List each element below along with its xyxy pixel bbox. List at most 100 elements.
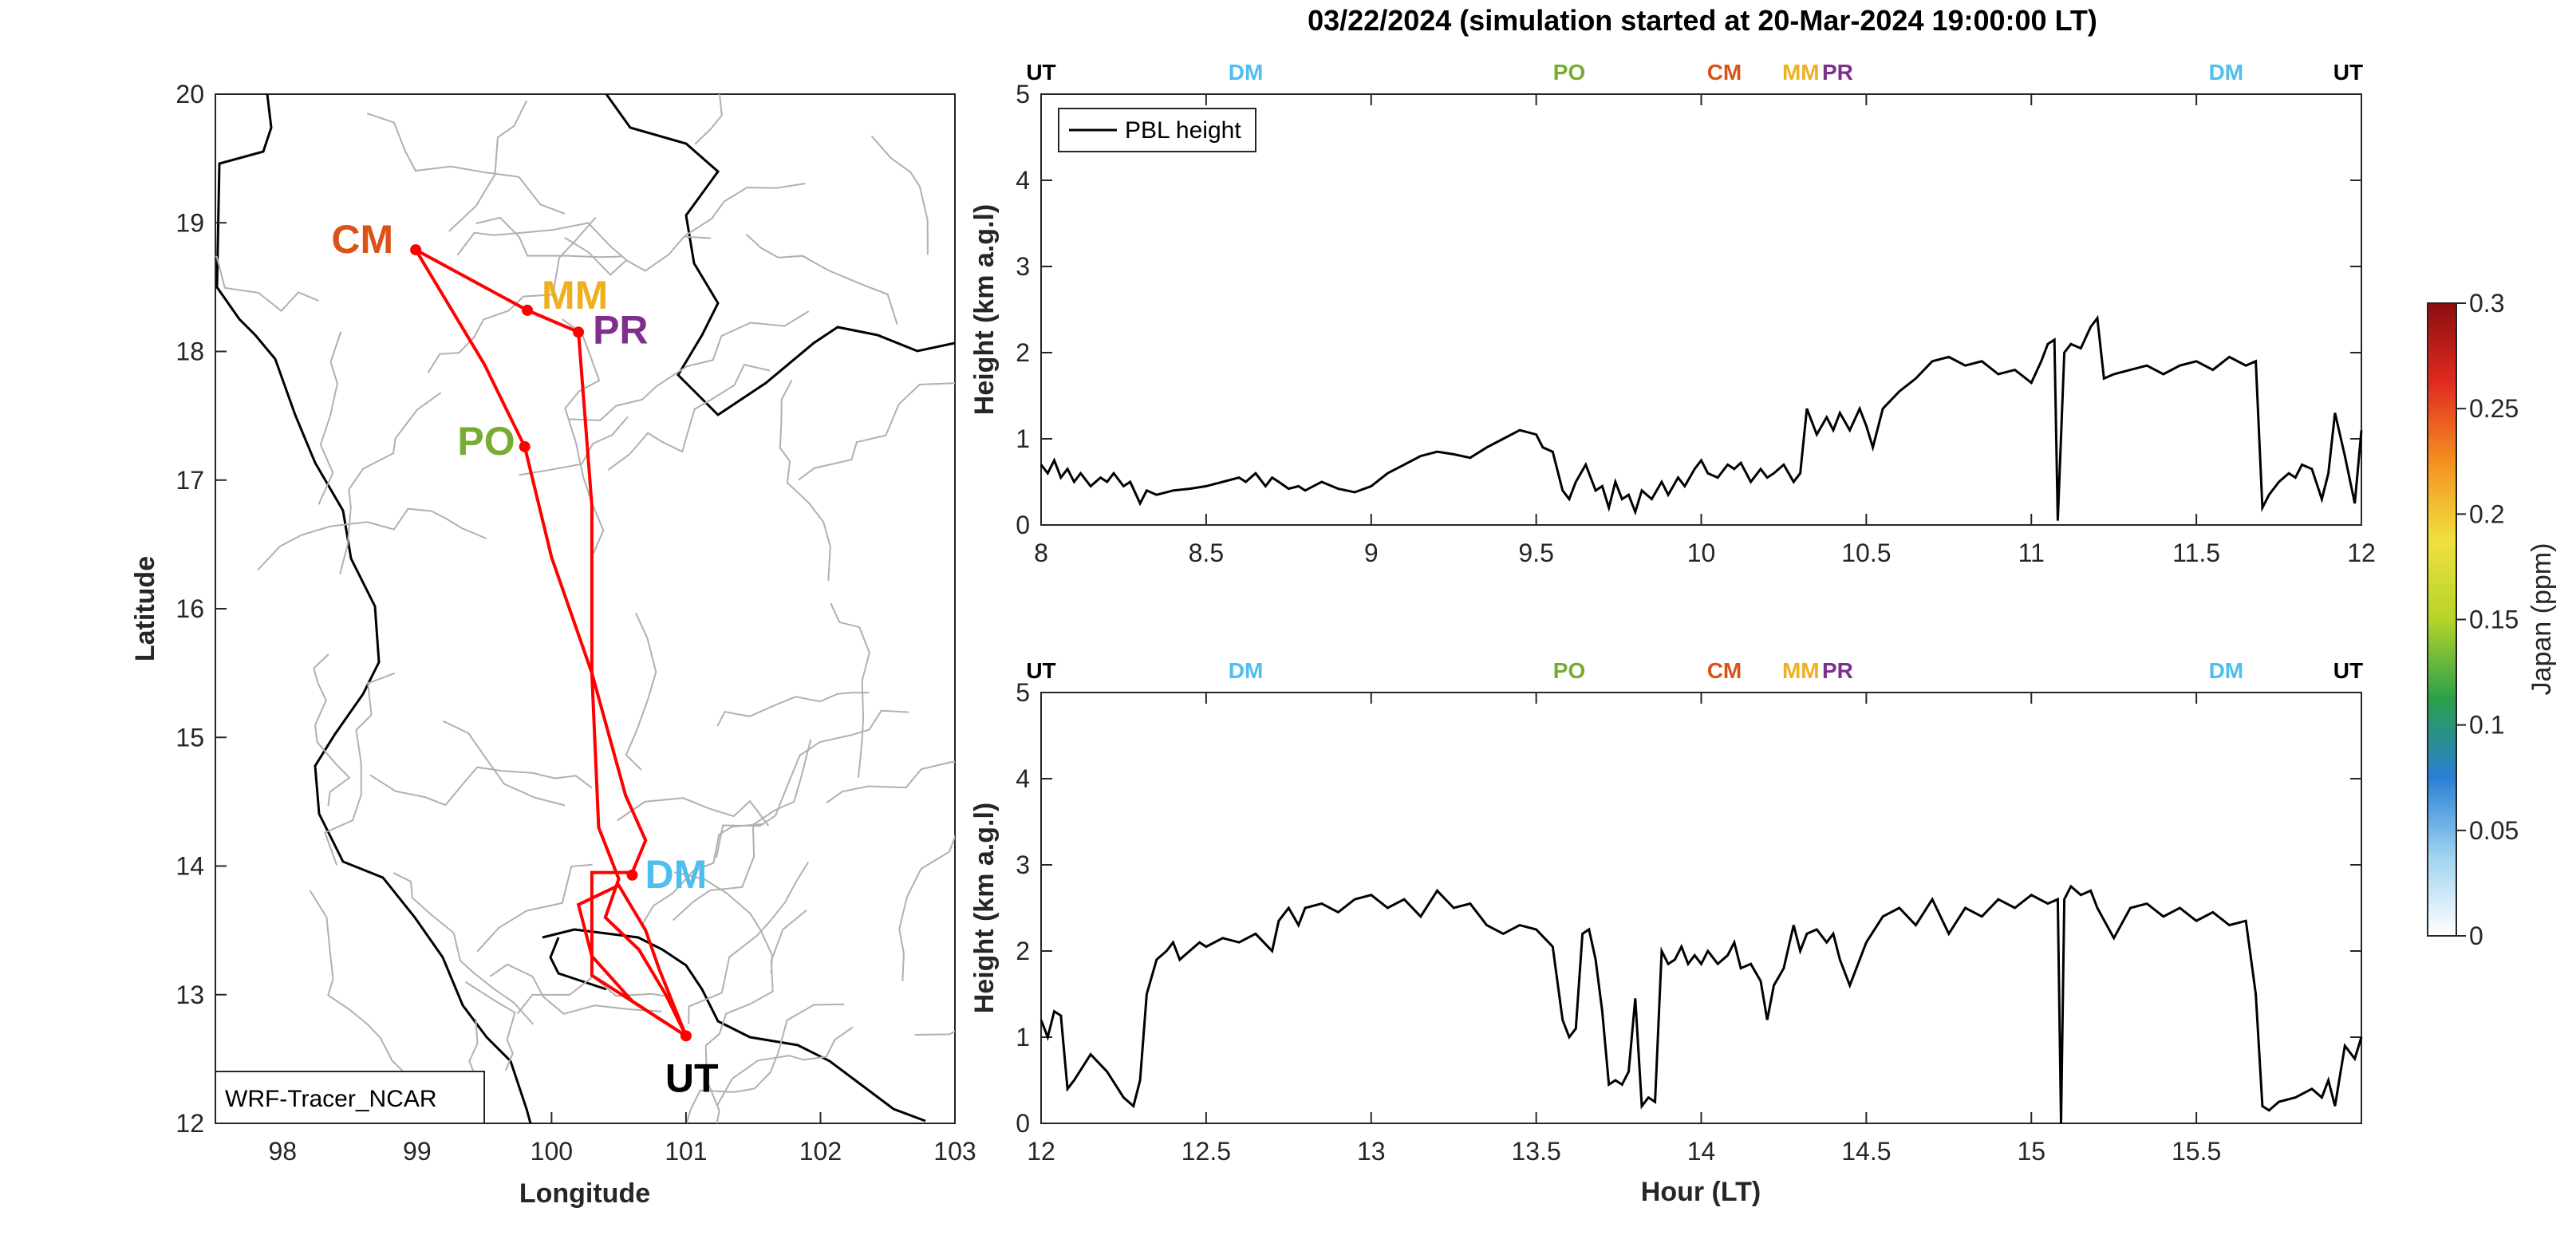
bottom-ytick-label: 1	[1016, 1023, 1030, 1052]
bottom-ytick-label: 3	[1016, 850, 1030, 879]
top-ytick-label: 0	[1016, 511, 1030, 539]
bottom-ylabel: Height (km a.g.l)	[969, 803, 1000, 1013]
colorbar-tick-label: 0.05	[2469, 816, 2519, 845]
province-border	[745, 233, 898, 326]
top-ytick-label: 3	[1016, 252, 1030, 281]
province-border	[476, 863, 593, 953]
map-xtick-label: 101	[665, 1137, 707, 1166]
province-border	[617, 797, 770, 827]
province-border	[427, 216, 597, 373]
top-xtick-label: 8.5	[1189, 539, 1224, 567]
colorbar-fill	[2427, 302, 2457, 937]
province-border	[673, 739, 812, 921]
province-border	[898, 835, 955, 981]
map-ytick-label: 16	[176, 594, 204, 623]
top-xtick-label: 11.5	[2172, 539, 2220, 567]
bottom-xtick-label: 15	[2017, 1137, 2045, 1166]
site-label-cm: CM	[331, 217, 393, 262]
province-border	[339, 392, 442, 574]
bottom-pbl-line	[1039, 884, 2363, 1124]
site-label-dm: DM	[645, 852, 707, 897]
site-dot-ut	[680, 1030, 692, 1042]
map-axes-frame	[215, 93, 956, 1124]
map-xtick-label: 100	[531, 1137, 573, 1166]
province-border	[215, 255, 319, 312]
province-border	[704, 910, 807, 1123]
top-xtick-label: 12	[2347, 539, 2376, 567]
map-ylabel: Latitude	[130, 556, 160, 661]
province-border	[569, 310, 810, 421]
bottom-xtick-label: 13.5	[1511, 1137, 1560, 1166]
bottom-marker-dm: DM	[2209, 658, 2244, 683]
top-marker-cm: CM	[1707, 60, 1742, 85]
colorbar-tick-label: 0.2	[2469, 499, 2504, 528]
province-border	[641, 823, 764, 925]
top-ytick-label: 2	[1016, 338, 1030, 367]
top-marker-mm: MM	[1782, 60, 1820, 85]
province-border	[324, 672, 396, 866]
province-border	[694, 94, 723, 145]
province-border	[442, 720, 566, 807]
province-border	[318, 331, 342, 505]
province-border	[625, 612, 657, 771]
map-ytick-label: 13	[176, 981, 204, 1009]
top-marker-ut: UT	[2333, 60, 2363, 85]
site-label-pr: PR	[593, 307, 648, 352]
colorbar-ticks: 0 0.05 0.1 0.15 0.2 0.25 0.3	[2456, 289, 2519, 950]
bottom-ytick-label: 5	[1016, 678, 1030, 707]
site-dot-cm	[410, 244, 422, 256]
map-ticks: 98 99 100 101 102 103 12 13 14 15 16 17 18 19 20	[176, 80, 976, 1166]
top-site-markers: UT DM PO CM MM PR DM UT	[1026, 60, 2363, 85]
bottom-marker-po: PO	[1553, 658, 1585, 683]
top-marker-pr: PR	[1822, 60, 1853, 85]
bottom-marker-mm: MM	[1782, 658, 1820, 683]
top-legend-label: PBL height	[1125, 117, 1241, 144]
map-ytick-label: 17	[176, 466, 204, 495]
top-marker-dm: DM	[2209, 60, 2244, 85]
province-border	[870, 135, 929, 255]
track-line	[411, 245, 690, 1040]
province-border	[607, 364, 771, 471]
bottom-ytick-label: 4	[1016, 764, 1030, 793]
bottom-xtick-label: 14	[1687, 1137, 1716, 1166]
province-border	[564, 235, 711, 276]
province-border	[562, 318, 605, 554]
top-xtick-label: 9.5	[1518, 539, 1553, 567]
figure-title: 03/22/2024 (simulation started at 20-Mar…	[1308, 4, 2097, 37]
map-ytick-label: 15	[176, 723, 204, 752]
colorbar-tick-label: 0	[2469, 921, 2483, 950]
bottom-xtick-label: 12.5	[1181, 1137, 1231, 1166]
map-ytick-label: 19	[176, 208, 204, 237]
site-dot-po	[519, 440, 531, 452]
province-border	[826, 760, 955, 803]
province-border	[393, 872, 535, 1025]
province-border	[369, 766, 593, 807]
site-dot-dm	[626, 869, 638, 881]
top-marker-dm: DM	[1229, 60, 1264, 85]
top-xtick-label: 8	[1034, 539, 1048, 567]
colorbar-label: Japan (ppm)	[2527, 543, 2557, 696]
bottom-xtick-label: 13	[1357, 1137, 1386, 1166]
top-axes-frame	[1040, 93, 2362, 526]
map-xtick-label: 102	[799, 1137, 842, 1166]
map-legend-label: WRF-Tracer_NCAR	[225, 1086, 437, 1112]
bottom-marker-ut: UT	[2333, 658, 2363, 683]
province-border	[716, 692, 870, 727]
top-xtick-label: 9	[1364, 539, 1379, 567]
province-border	[673, 871, 773, 974]
province-border	[798, 381, 955, 481]
bottom-ytick-label: 2	[1016, 937, 1030, 965]
province-border	[715, 709, 909, 858]
top-xtick-label: 10.5	[1841, 539, 1891, 567]
site-label-ut: UT	[665, 1056, 719, 1100]
colorbar-tick-label: 0.15	[2469, 606, 2519, 634]
site-label-po: PO	[457, 419, 515, 464]
province-border	[688, 861, 810, 1024]
